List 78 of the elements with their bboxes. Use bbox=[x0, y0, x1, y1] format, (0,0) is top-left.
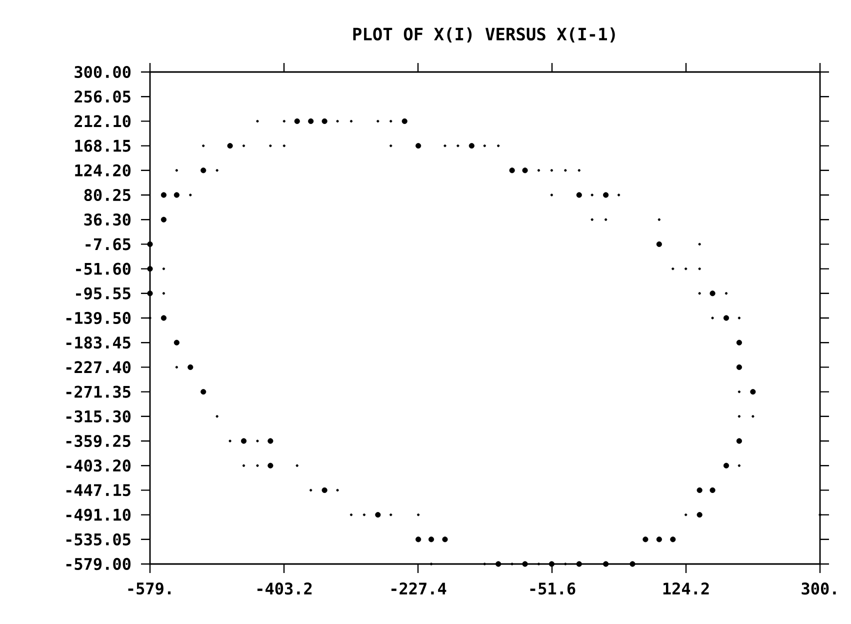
point bbox=[200, 168, 206, 174]
y-tick-label: 80.25 bbox=[84, 188, 130, 202]
point bbox=[416, 536, 422, 542]
y-tick-label: -95.55 bbox=[76, 287, 130, 300]
y-tick-label: -139.50 bbox=[66, 312, 131, 324]
y-tick-label: -315.30 bbox=[66, 410, 131, 422]
point bbox=[723, 315, 730, 321]
y-tick-label: -535.05 bbox=[66, 533, 130, 546]
point bbox=[670, 536, 676, 542]
point bbox=[402, 118, 408, 124]
point bbox=[630, 561, 636, 567]
point bbox=[522, 561, 528, 567]
point bbox=[576, 561, 582, 567]
x-tick-label: -579. bbox=[128, 582, 171, 595]
y-tick-label: -403.20 bbox=[66, 460, 131, 472]
point bbox=[147, 266, 153, 272]
point bbox=[160, 192, 167, 198]
point bbox=[294, 118, 300, 124]
point bbox=[736, 340, 742, 346]
point bbox=[227, 142, 233, 149]
point bbox=[322, 487, 328, 493]
y-tick-label: -491.10 bbox=[66, 508, 131, 521]
y-tick-label: -7.65 bbox=[86, 238, 130, 250]
x-tick-label: -403.2 bbox=[257, 582, 312, 595]
point bbox=[147, 290, 153, 296]
point bbox=[656, 536, 662, 542]
point bbox=[736, 364, 742, 370]
point bbox=[576, 192, 582, 198]
y-tick-label: -271.35 bbox=[66, 386, 130, 398]
y-tick-label: 168.15 bbox=[75, 140, 130, 152]
point bbox=[509, 168, 515, 174]
x-tick-label: 124.2 bbox=[663, 582, 709, 594]
x-tick-label: -51.6 bbox=[530, 582, 576, 595]
point bbox=[268, 462, 274, 468]
point bbox=[428, 536, 434, 542]
y-tick-label: 300.00 bbox=[74, 66, 131, 78]
y-tick-label: -359.25 bbox=[66, 434, 130, 448]
point bbox=[522, 168, 528, 174]
y-tick-label: -447.15 bbox=[66, 484, 130, 496]
chart-title: PLOT OF X(I) VERSUS X(I-1) bbox=[353, 27, 615, 42]
point bbox=[723, 462, 730, 468]
point bbox=[548, 561, 555, 567]
point bbox=[603, 192, 609, 198]
y-tick-label: -579.00 bbox=[66, 558, 131, 570]
point bbox=[147, 241, 153, 247]
point bbox=[750, 388, 756, 395]
point bbox=[160, 315, 167, 321]
point bbox=[710, 487, 716, 493]
x-tick-label: -227.4 bbox=[391, 582, 446, 594]
point bbox=[696, 512, 702, 518]
x-tick-label: 300. bbox=[802, 582, 836, 595]
y-tick-label: -227.40 bbox=[66, 361, 131, 374]
point bbox=[496, 561, 502, 567]
point bbox=[322, 118, 328, 124]
point bbox=[174, 340, 180, 346]
point bbox=[468, 142, 474, 149]
y-tick-label: 124.20 bbox=[75, 164, 131, 176]
point bbox=[375, 512, 381, 518]
point bbox=[308, 118, 314, 124]
point bbox=[696, 487, 702, 493]
point bbox=[710, 290, 716, 296]
point bbox=[188, 364, 194, 370]
y-tick-label: 212.10 bbox=[74, 115, 131, 128]
point bbox=[268, 438, 274, 444]
point bbox=[174, 192, 180, 198]
point bbox=[603, 561, 609, 567]
point bbox=[642, 536, 648, 542]
y-tick-label: -183.45 bbox=[66, 336, 130, 349]
point bbox=[416, 142, 422, 149]
y-tick-label: -51.60 bbox=[76, 262, 131, 275]
y-tick-label: 256.05 bbox=[74, 90, 130, 103]
point bbox=[200, 388, 206, 395]
point bbox=[160, 216, 167, 222]
point bbox=[442, 536, 448, 542]
point bbox=[240, 438, 247, 444]
point bbox=[656, 241, 662, 247]
y-tick-label: 36.30 bbox=[84, 214, 131, 226]
point bbox=[736, 438, 742, 444]
